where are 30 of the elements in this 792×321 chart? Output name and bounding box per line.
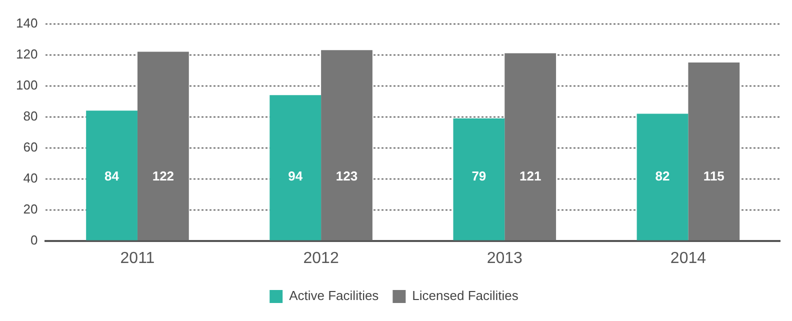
data-label: 94 [288, 168, 304, 184]
y-tick-label: 0 [30, 232, 38, 248]
legend-label: Active Facilities [289, 288, 380, 304]
bar [321, 50, 372, 240]
bar [688, 62, 740, 240]
data-label: 115 [703, 168, 724, 184]
x-tick-label: 2011 [120, 250, 155, 267]
y-tick-label: 60 [23, 139, 38, 154]
x-tick-label: 2012 [303, 250, 339, 267]
bar [453, 118, 505, 240]
data-label: 121 [519, 168, 542, 184]
x-tick-label: 2014 [670, 250, 706, 267]
y-tick-label: 20 [23, 201, 38, 216]
bar [270, 95, 322, 240]
bar [86, 110, 138, 240]
y-tick-label: 40 [23, 170, 38, 186]
y-tick-label: 140 [16, 15, 38, 30]
bar [636, 114, 688, 240]
data-label: 84 [104, 168, 120, 184]
data-label: 122 [152, 168, 174, 184]
y-tick-label: 120 [16, 46, 38, 62]
data-label: 79 [472, 168, 486, 184]
y-tick-label: 100 [16, 77, 38, 92]
data-label: 123 [336, 168, 358, 184]
x-tick-label: 2013 [486, 250, 523, 267]
bar [137, 52, 189, 240]
y-tick-label: 80 [23, 108, 38, 124]
legend-label: Licensed Facilities [412, 288, 519, 304]
bar [504, 53, 556, 240]
data-label: 82 [655, 168, 670, 184]
